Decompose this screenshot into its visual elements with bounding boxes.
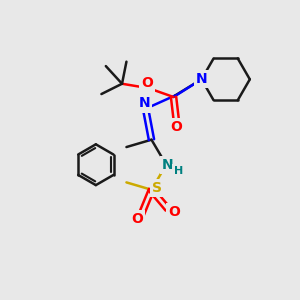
Text: N: N [162,158,173,172]
Text: O: O [141,76,153,90]
Text: O: O [168,205,180,219]
Text: N: N [196,72,207,86]
Text: O: O [171,120,182,134]
Text: H: H [174,166,183,176]
Text: O: O [131,212,143,226]
Text: N: N [138,97,150,110]
Text: S: S [152,181,162,195]
